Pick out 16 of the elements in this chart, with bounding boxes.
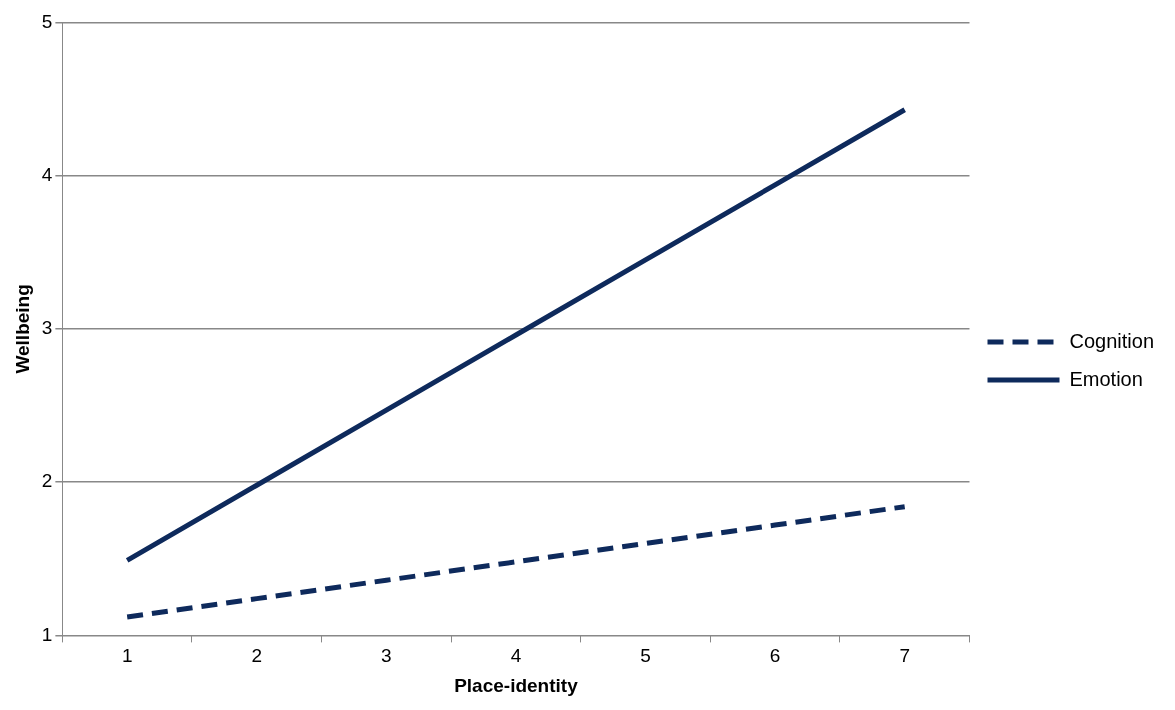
y-tick-label: 5	[41, 10, 53, 32]
x-tick-label: 4	[510, 645, 522, 667]
y-tick-label: 1	[41, 623, 53, 645]
y-tick-label: 3	[41, 317, 53, 339]
y-tick-label: 4	[41, 163, 53, 185]
x-tick-label: 6	[769, 645, 781, 667]
x-axis-title: Place-identity	[454, 674, 579, 696]
x-tick-label: 7	[899, 645, 910, 667]
x-tick-label: 2	[251, 645, 263, 667]
legend-label: Cognition	[1069, 329, 1155, 352]
x-tick-label: 3	[381, 645, 392, 667]
x-tick-label: 1	[121, 645, 133, 667]
y-axis-title: Wellbeing	[11, 284, 33, 374]
legend-label: Emotion	[1069, 367, 1143, 390]
x-tick-label: 5	[640, 645, 651, 667]
y-tick-label: 2	[41, 470, 53, 492]
